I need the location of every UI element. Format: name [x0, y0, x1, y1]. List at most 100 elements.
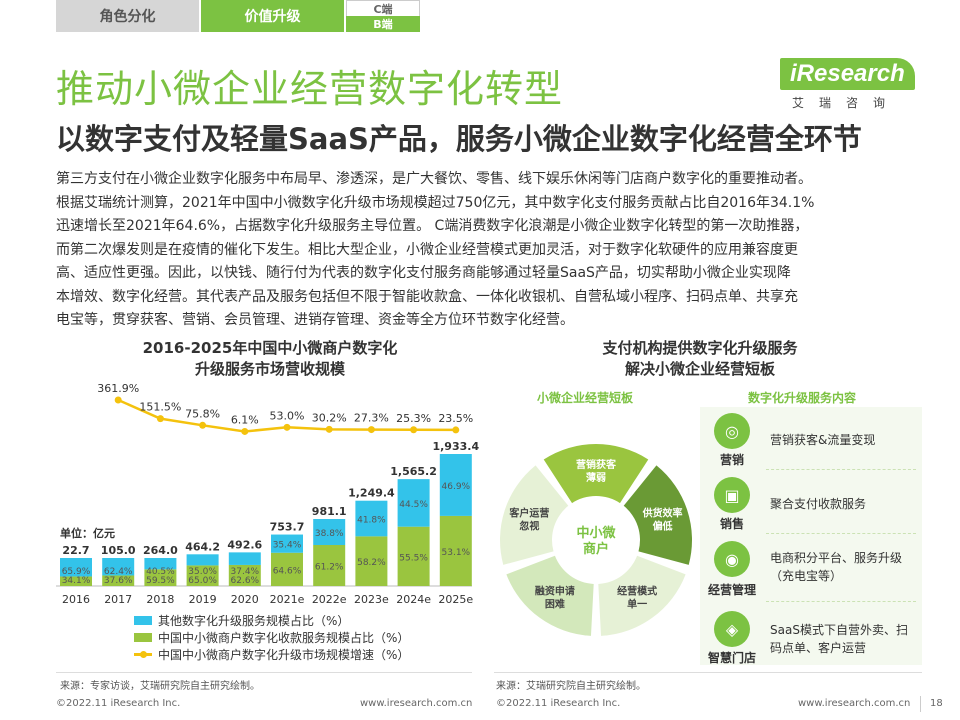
- tab-c-end[interactable]: C端: [346, 0, 420, 16]
- service-panel: ◎ 营销 营销获客&流量变现 ▣ 销售 聚合支付收款服务 ◉ 经营管理 电商积分…: [700, 407, 922, 665]
- service-label: 经营管理: [707, 583, 756, 597]
- service-text: 电商积分平台、服务升级（充电宝等）: [770, 551, 903, 583]
- donut-center-label: 商户: [583, 541, 609, 557]
- legend-label: 中国中小微商户数字化升级市场规模增速（%）: [158, 648, 410, 662]
- legend-label: 中国中小微商户数字化收款服务规模占比（%）: [158, 631, 410, 645]
- donut-segment-label: 忽视: [519, 519, 539, 532]
- service-label: 营销: [719, 453, 744, 467]
- legend-item-payment: 中国中小微商户数字化收款服务规模占比（%）: [134, 629, 409, 646]
- growth-label: 75.8%: [185, 407, 220, 420]
- page-title: 推动小微企业经营数字化转型: [56, 67, 564, 111]
- donut-segment: [623, 465, 692, 565]
- growth-label: 151.5%: [139, 401, 181, 414]
- legend-swatch: [134, 633, 152, 642]
- box-icon: ▣: [714, 477, 750, 513]
- coins-icon: ◈: [714, 611, 750, 647]
- bar-share-label-other: 62.4%: [104, 567, 133, 577]
- service-row-operation: ◉ 经营管理 电商积分平台、服务升级（充电宝等）: [700, 539, 922, 597]
- revenue-chart: 22.7 34.1%65.9% 2016 105.0 37.6%62.4% 2017 264…: [56, 382, 479, 606]
- divider: [766, 601, 916, 602]
- bar-segment-payment: [102, 575, 135, 586]
- x-tick-label: 2025e: [438, 593, 473, 606]
- donut-segment-label: 单一: [627, 598, 647, 611]
- bar-total-label: 1,249.4: [348, 487, 395, 500]
- bar-total-label: 264.0: [143, 544, 178, 557]
- bar-segment-other: [397, 479, 430, 527]
- bar-segment-other: [355, 500, 388, 537]
- x-tick-label: 2022e: [312, 593, 347, 606]
- growth-label: 23.5%: [438, 412, 473, 425]
- bar-share-label-payment: 53.1%: [442, 548, 471, 558]
- growth-point: [114, 396, 122, 404]
- source-divider: [494, 672, 922, 673]
- target-icon: ◎: [714, 413, 750, 449]
- bar-segment-other: [60, 558, 92, 577]
- bar-share-label-other: 65.9%: [62, 567, 91, 577]
- legend-item-growth: 中国中小微商户数字化升级市场规模增速（%）: [134, 646, 409, 663]
- tab-b-end[interactable]: B端: [346, 16, 420, 32]
- bar-segment-other: [144, 558, 177, 570]
- growth-point: [410, 426, 418, 434]
- bar-segment-payment: [397, 526, 430, 586]
- growth-point: [325, 425, 333, 433]
- chart-legend: 其他数字化升级服务规模占比（%） 中国中小微商户数字化收款服务规模占比（%） 中…: [134, 612, 409, 663]
- bar-segment-payment: [355, 536, 388, 586]
- bar-segment-other: [271, 534, 303, 553]
- paragraph-line: 第三方支付在小微企业数字化服务中布局早、渗透深，是广大餐饮、零售、线下娱乐休闲等…: [56, 171, 812, 187]
- donut-center-label: 中小微: [576, 525, 616, 541]
- donut-segment-label: 客户运营: [508, 506, 549, 519]
- x-tick-label: 2023e: [354, 593, 389, 606]
- service-text: SaaS模式下自营外卖、扫码点单、客户运营: [770, 623, 908, 655]
- service-row-smart-store: ◈ 智慧门店 SaaS模式下自营外卖、扫码点单、客户运营: [700, 607, 922, 665]
- growth-point: [241, 427, 249, 435]
- paragraph-line: 高、适应性更强。因此，以快钱、随行付为代表的数字化支付服务商能够通过轻量SaaS…: [56, 265, 791, 281]
- growth-label: 30.2%: [312, 411, 347, 424]
- service-text: 营销获客&流量变现: [770, 433, 876, 447]
- tab-role-differentiation[interactable]: 角色分化: [56, 0, 199, 32]
- x-tick-label: 2017: [104, 593, 132, 606]
- tab-value-upgrade[interactable]: 价值升级: [201, 0, 344, 32]
- bar-segment-payment: [271, 552, 303, 586]
- bar-total-label: 1,933.4: [432, 440, 479, 453]
- donut-segment-label: 困难: [545, 598, 565, 611]
- growth-label: 27.3%: [354, 412, 389, 425]
- service-text: 聚合支付收款服务: [770, 497, 867, 511]
- bar-share-label-other: 41.8%: [357, 516, 386, 526]
- service-row-sales: ▣ 销售 聚合支付收款服务: [700, 475, 922, 531]
- bar-total-label: 1,565.2: [390, 465, 437, 478]
- donut-segment: [598, 555, 686, 636]
- paragraph-line: 而第二次爆发则是在疫情的催化下发生。相比大型企业，小微企业经营模式更加灵活，对于…: [56, 241, 798, 258]
- bar-share-label-payment: 37.6%: [104, 576, 133, 586]
- bar-share-label-other: 37.4%: [231, 567, 260, 577]
- donut-segment: [543, 444, 649, 504]
- donut-segment-label: 经营模式: [617, 585, 657, 598]
- donut-segment-label: 营销获客: [576, 458, 617, 471]
- footer-copyright-left: ©2022.11 iResearch Inc.: [56, 698, 181, 709]
- chart-title-line1: 2016-2025年中国中小微商户数字化: [142, 339, 398, 357]
- bar-segment-payment: [186, 565, 219, 586]
- footer-url-right[interactable]: www.iresearch.com.cn: [798, 698, 911, 709]
- bar-share-label-payment: 64.6%: [273, 566, 302, 576]
- tab-bar: 角色分化 价值升级 C端 B端: [56, 0, 422, 32]
- donut-segment: [506, 555, 594, 636]
- bar-segment-other: [313, 519, 346, 546]
- growth-point: [367, 426, 375, 434]
- growth-label: 6.1%: [231, 413, 259, 426]
- donut-segment-label: 偏低: [653, 519, 673, 532]
- bar-share-label-payment: 59.5%: [146, 576, 175, 586]
- x-tick-label: 2020: [231, 593, 259, 606]
- service-content-label: 数字化升级服务内容: [748, 391, 857, 405]
- footer-url-left[interactable]: www.iresearch.com.cn: [360, 698, 473, 709]
- bar-total-label: 981.1: [312, 505, 347, 518]
- bar-segment-other: [186, 554, 219, 566]
- growth-point: [199, 421, 207, 429]
- source-left: 来源：专家访谈，艾瑞研究院自主研究绘制。: [60, 681, 260, 692]
- bar-share-label-other: 35.4%: [273, 541, 302, 551]
- source-divider: [56, 672, 472, 673]
- bar-total-label: 464.2: [185, 540, 220, 553]
- tab-c-b-switch[interactable]: C端 B端: [346, 0, 420, 32]
- chart-unit: 单位：亿元: [60, 527, 115, 540]
- legend-swatch: [134, 651, 152, 658]
- x-tick-label: 2018: [146, 593, 174, 606]
